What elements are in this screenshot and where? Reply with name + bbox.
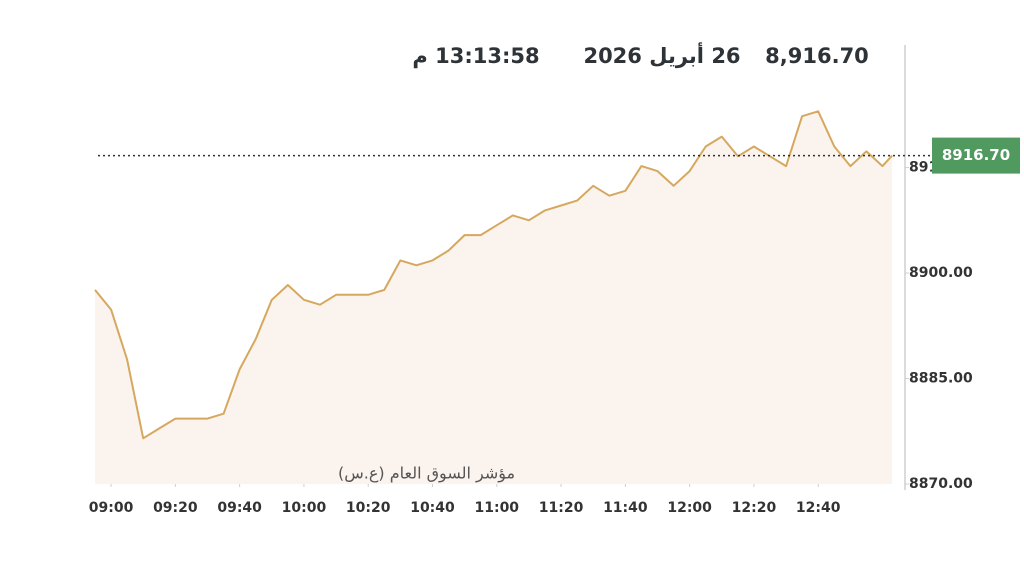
- area: [95, 111, 893, 485]
- x-tick-label: 11:40: [603, 500, 648, 516]
- x-tick-label: 12:00: [667, 500, 712, 516]
- last-price-badge: [932, 137, 1020, 174]
- x-tick-label: 10:20: [346, 500, 391, 516]
- header-time: 13:13:58 م: [412, 44, 539, 68]
- x-tick-label: 12:40: [796, 500, 841, 516]
- x-tick-label: 11:20: [539, 500, 584, 516]
- header-price: 8,916.70: [765, 44, 869, 68]
- x-tick-label: 09:40: [217, 500, 262, 516]
- last-price-label: 8916.70: [942, 146, 1010, 164]
- x-tick-label: 10:00: [282, 500, 327, 516]
- x-tick-label: 09:20: [153, 500, 198, 516]
- header-date: 26 أبريل 2026: [583, 41, 740, 68]
- line: [94, 110, 893, 440]
- x-tick-label: 10:40: [410, 500, 455, 516]
- series-label: مؤشر السوق العام (ع.س): [338, 464, 515, 484]
- x-tick-label: 09:00: [89, 500, 134, 516]
- y-tick-label: 8870.00: [909, 476, 973, 492]
- y-tick-label: 8900.00: [909, 265, 973, 281]
- x-tick-label: 12:20: [732, 500, 777, 516]
- y-tick-label: 8885.00: [909, 371, 973, 387]
- x-tick-label: 11:00: [474, 500, 519, 516]
